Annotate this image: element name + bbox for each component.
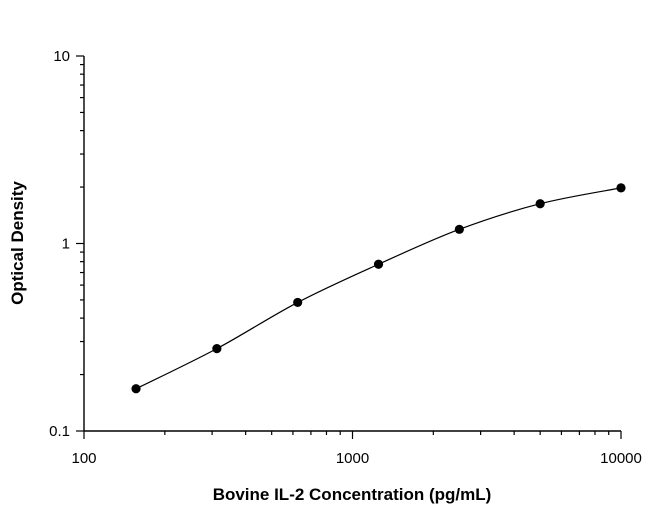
fit-curve-layer xyxy=(135,187,622,390)
data-point xyxy=(616,183,626,193)
data-point xyxy=(293,297,303,308)
data-point xyxy=(131,384,141,394)
y-tick-label: 10 xyxy=(53,48,70,65)
data-point xyxy=(373,259,384,269)
data-point xyxy=(454,224,464,234)
y-tick-label: 0.1 xyxy=(49,423,70,440)
data-points-layer xyxy=(131,183,626,394)
y-axis-title: Optical Density xyxy=(8,181,27,305)
x-tick-label: 100 xyxy=(71,450,96,467)
x-tick-label: 1000 xyxy=(336,450,369,467)
fit-curve xyxy=(135,187,622,390)
x-axis-title: Bovine IL-2 Concentration (pg/mL) xyxy=(213,485,492,504)
x-tick-label: 10000 xyxy=(600,450,642,467)
data-point xyxy=(535,199,545,209)
axes: 0.1 1 10 100 1000 10000 xyxy=(49,48,642,467)
data-point xyxy=(212,344,222,354)
y-tick-label: 1 xyxy=(62,236,70,253)
